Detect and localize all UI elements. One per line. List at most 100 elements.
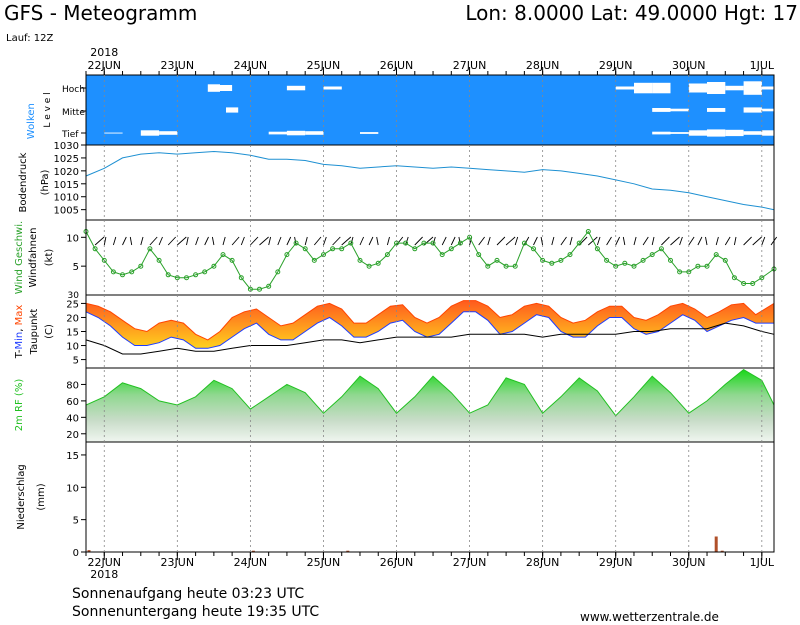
cloud-low-block	[159, 131, 178, 135]
wind-barb	[112, 236, 117, 246]
wind-speed-point	[147, 246, 153, 252]
cloud-mid-block	[761, 108, 774, 112]
cloud-high-block	[323, 86, 342, 90]
wind-barb	[450, 236, 456, 246]
wind-speed-point	[101, 257, 107, 263]
wind-speed-point	[457, 240, 463, 246]
wind-barb	[259, 236, 269, 246]
wind-barb	[540, 236, 544, 246]
cloud-mid-block	[652, 108, 671, 112]
temperature-axis-title-part: T-	[14, 349, 25, 359]
wind-barb	[478, 236, 485, 246]
cloud-high-block	[207, 84, 220, 92]
wind-speed-point	[494, 257, 500, 263]
wind-speed-point	[485, 263, 491, 269]
location-readout: Lon: 8.0000 Lat: 49.0000 Hgt: 17	[465, 1, 798, 25]
precip-ytick-label: 5	[73, 516, 79, 527]
pressure-ytick-label: 1020	[54, 167, 79, 178]
wind-barb	[414, 236, 423, 246]
bottom-year-label: 2018	[90, 568, 118, 581]
cloud-axis-title-name: Wolken	[26, 100, 37, 139]
wind-barb	[560, 236, 567, 246]
wind-speed-point	[604, 257, 610, 263]
precip-bar	[720, 550, 724, 552]
wind-speed-point	[193, 272, 199, 278]
wind-barb	[211, 236, 215, 246]
wind-barb	[323, 236, 327, 246]
cloud-high-block	[688, 83, 708, 93]
wind-barb	[505, 236, 516, 246]
wind-speed-point	[576, 240, 582, 246]
wind-axis-unit: (kt)	[44, 249, 55, 267]
bottom-date-label: 24JUN	[234, 556, 268, 569]
top-date-label: 30JUN	[672, 59, 706, 72]
top-date-label: 26JUN	[380, 59, 414, 72]
wind-axis-subtitle: Windfahnen	[28, 228, 39, 288]
wind-barb	[341, 236, 352, 246]
wind-speed-point	[375, 260, 381, 266]
humidity-axis-title: 2m RF (%)	[14, 379, 25, 432]
cloud-mid-block	[707, 108, 726, 112]
wind-barb	[697, 236, 703, 246]
pressure-axis-unit: (hPa)	[40, 169, 51, 195]
wind-bottom-tick-label: 30	[68, 291, 80, 301]
wind-barb	[277, 236, 282, 246]
bottom-date-label: 23JUN	[161, 556, 195, 569]
cloud-high-block	[615, 86, 634, 90]
wind-barb	[186, 236, 189, 246]
cloud-level-label: Hoch	[62, 85, 85, 95]
wind-speed-point	[677, 269, 683, 275]
site-link[interactable]: www.wetterzentrale.de	[580, 610, 719, 624]
pressure-ytick-label: 1025	[54, 154, 79, 165]
precip-ytick-label: 0	[73, 548, 79, 559]
wind-barb	[103, 236, 107, 246]
temperature-band	[86, 300, 774, 349]
page-title: GFS - Meteogramm	[4, 1, 198, 25]
cloud-low-block	[305, 131, 324, 135]
cloud-level-title: L e v e l	[43, 92, 53, 127]
wind-speed-point	[704, 263, 710, 269]
wind-barb	[596, 236, 601, 246]
cloud-low-block	[688, 130, 708, 136]
cloud-axis-title: Wolken (%)	[26, 81, 37, 139]
wind-barb	[204, 236, 209, 246]
wind-barb	[743, 236, 752, 246]
wind-speed-point	[184, 275, 189, 281]
wind-speed-point	[229, 257, 235, 263]
top-date-label: 28JUN	[526, 59, 560, 72]
pressure-axis-title: Bodendruck	[18, 152, 29, 212]
wind-speed-point	[540, 257, 546, 263]
wind-speed-point	[439, 252, 445, 258]
wind-speed-point	[120, 272, 125, 278]
temperature-axis-title: T-Min, Max	[14, 305, 25, 360]
humidity-area	[86, 369, 774, 442]
wind-barb	[195, 236, 199, 246]
precip-frame	[85, 441, 775, 553]
top-date-label: 23JUN	[161, 59, 195, 72]
wind-barb	[304, 236, 308, 246]
top-year-label: 2018	[90, 46, 118, 59]
wind-speed-point	[585, 229, 591, 234]
wind-barb	[240, 236, 245, 246]
cloud-high-block	[652, 82, 671, 94]
top-date-label: 29JUN	[599, 59, 633, 72]
wind-speed-point	[211, 263, 217, 269]
sunset-text: Sonnenuntergang heute 19:35 UTC	[72, 604, 320, 620]
cloud-low-block	[286, 130, 306, 136]
wind-speed-point	[476, 252, 482, 258]
pressure-frame	[85, 144, 775, 221]
cloud-high-block	[707, 82, 726, 94]
cloud-high-block	[743, 81, 762, 95]
wind-barb	[496, 236, 506, 246]
wind-speed-point	[238, 275, 244, 281]
wind-speed-point	[686, 269, 692, 275]
wind-speed-point	[549, 260, 555, 266]
wind-speed-point	[731, 275, 737, 281]
humidity-ytick-label: 80	[66, 380, 79, 391]
humidity-line	[86, 368, 774, 417]
cloud-low-block	[670, 132, 689, 134]
bottom-date-label: 1JUL	[750, 556, 775, 569]
wind-speed-point	[275, 269, 281, 275]
temperature-ytick-label: 15	[66, 328, 79, 339]
wind-speed-point	[403, 240, 409, 246]
